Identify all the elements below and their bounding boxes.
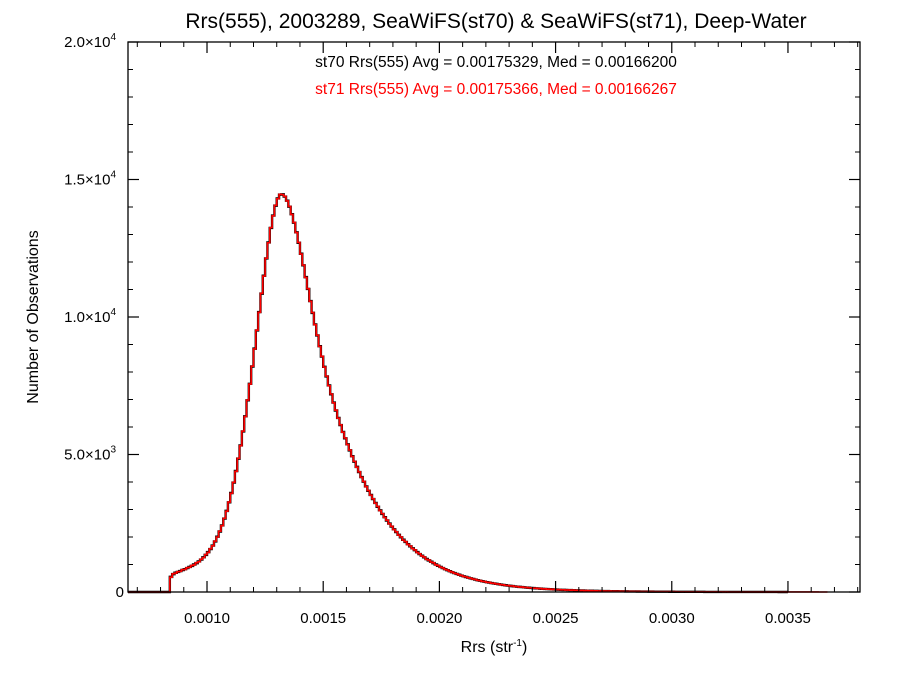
y-axis-label: Number of Observations: [25, 230, 42, 403]
y-tick-label: 2.0×104: [64, 32, 116, 51]
x-tick-label: 0.0025: [533, 610, 579, 627]
x-axis-label-base: Rrs (str: [461, 639, 514, 656]
x-axis-label: Rrs (str-1): [461, 638, 528, 656]
x-tick-label: 0.0030: [649, 610, 695, 627]
x-tick-label: 0.0020: [416, 610, 462, 627]
x-axis-label-sup: -1: [513, 638, 522, 649]
x-tick-label: 0.0015: [300, 610, 346, 627]
y-tick-label: 1.5×104: [64, 170, 116, 189]
annotation-st70: st70 Rrs(555) Avg = 0.00175329, Med = 0.…: [315, 54, 677, 71]
x-tick-label: 0.0010: [184, 610, 230, 627]
x-axis-label-tail: ): [522, 639, 527, 656]
y-tick-label: 5.0×103: [64, 445, 116, 464]
chart-title: Rrs(555), 2003289, SeaWiFS(st70) & SeaWi…: [185, 10, 806, 33]
y-tick-label: 0: [116, 584, 124, 601]
annotation-st71: st71 Rrs(555) Avg = 0.00175366, Med = 0.…: [315, 81, 677, 98]
x-axis-ticks: 0.0010 0.0015 0.0020 0.0025 0.0030 0.0035: [136, 42, 859, 627]
x-tick-label: 0.0035: [765, 610, 811, 627]
y-tick-label: 1.0×104: [64, 307, 116, 326]
y-axis-ticks: 0 5.0×103 1.0×104 1.5×104 2.0×104: [64, 32, 860, 601]
